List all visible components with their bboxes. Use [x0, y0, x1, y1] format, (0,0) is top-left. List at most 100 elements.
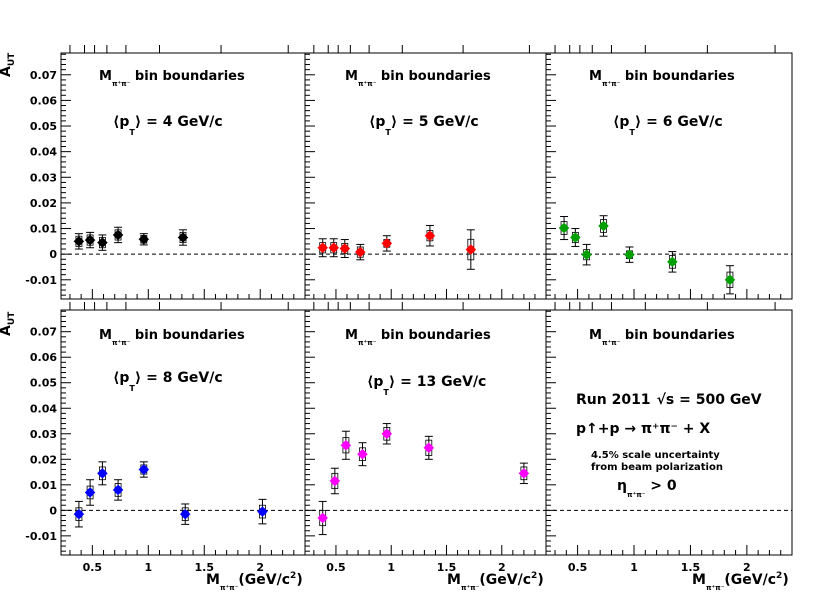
y-tick-label: 0 — [49, 248, 57, 261]
bin-boundaries-label-4: Mπ⁺π⁻ bin boundaries — [99, 328, 245, 347]
data-point — [138, 233, 150, 246]
data-point — [558, 215, 570, 241]
marker-core — [74, 237, 83, 246]
marker-core — [114, 230, 123, 239]
x-tick-label: 0.5 — [326, 561, 346, 574]
data-point — [581, 243, 592, 266]
marker-core — [139, 465, 148, 474]
pt-label-4: ⟨pT⟩ = 8 GeV/c — [113, 370, 223, 393]
marker-core — [356, 248, 365, 257]
y-axis-title-bottom: AUT — [0, 311, 17, 336]
data-point — [340, 430, 352, 460]
x-tick-label: 2 — [256, 561, 264, 574]
marker-core — [179, 233, 187, 242]
y-tick-label: 0.04 — [30, 402, 57, 415]
y-tick-label: -0.01 — [25, 274, 57, 287]
panel-1: -0.01 0 0.01 0.02 0.03 0.04 0.05 0.06 0.07 — [25, 45, 306, 300]
pt-label-5: ⟨pT⟩ = 13 GeV/c — [367, 374, 486, 397]
marker-core — [86, 236, 95, 245]
marker-core — [668, 257, 677, 266]
y-tick-label: 0 — [49, 504, 57, 517]
y-tick-label: 0.03 — [30, 171, 57, 184]
x-tick-label: 1.5 — [195, 561, 215, 574]
marker-core — [424, 443, 433, 452]
data-point — [138, 461, 150, 478]
data-point — [97, 461, 108, 486]
data-point — [354, 243, 366, 261]
data-point — [73, 233, 85, 250]
data-point — [381, 423, 393, 445]
data-point — [179, 503, 191, 525]
marker-core — [382, 429, 391, 438]
y-tick-label: 0.02 — [30, 197, 57, 210]
y-tick-label: 0.07 — [30, 326, 57, 339]
marker-core — [86, 488, 95, 497]
marker-core — [318, 243, 327, 252]
data-point — [339, 239, 351, 258]
data-point — [518, 462, 530, 485]
data-point — [329, 467, 341, 495]
data-point — [97, 234, 108, 251]
bin-boundaries-label-1: Mπ⁺π⁻ bin boundaries — [99, 69, 245, 88]
uncertainty-line-1: 4.5% scale uncertainty — [591, 450, 720, 461]
bin-boundaries-label-6: Mπ⁺π⁻ bin boundaries — [589, 328, 735, 347]
y-tick-label: 0.03 — [30, 428, 57, 441]
x-tick-label: 1.5 — [681, 561, 701, 574]
x-tick-label: 0.5 — [83, 561, 103, 574]
marker-core — [258, 507, 267, 516]
marker-core — [382, 239, 391, 248]
data-point — [381, 235, 393, 252]
y-tick-label: 0.06 — [30, 94, 57, 107]
y-tick-label: 0.01 — [30, 223, 57, 236]
bin-boundaries-label-3: Mπ⁺π⁻ bin boundaries — [589, 69, 735, 88]
data-point — [73, 500, 85, 528]
marker-core — [582, 250, 591, 259]
marker-core — [139, 235, 148, 244]
run-label: Run 2011 √s = 500 GeV — [576, 392, 762, 408]
x-tick-label: 1 — [387, 561, 395, 574]
data-point — [667, 251, 678, 273]
marker-core — [98, 469, 107, 478]
y-tick-label: 0.01 — [30, 479, 57, 492]
panel-4: -0.01 0 0.01 0.02 0.03 0.04 0.05 0.06 0.07 0.5 1 1.… — [25, 302, 306, 574]
data-point — [598, 215, 609, 237]
eta-cut-label: ηπ⁺π⁻ > 0 — [617, 478, 677, 499]
data-point — [465, 229, 477, 270]
data-point — [357, 442, 368, 467]
x-tick-label: 1 — [144, 561, 152, 574]
y-tick-label: 0.05 — [30, 120, 57, 133]
x-tick-label: 0.5 — [568, 561, 588, 574]
x-axis-title-1: Mπ⁺π⁻(GeV/c2) — [206, 571, 303, 592]
marker-core — [114, 485, 123, 494]
y-tick-label: 0.04 — [30, 146, 57, 159]
marker-core — [358, 450, 367, 459]
marker-core — [318, 513, 327, 522]
data-point — [624, 246, 635, 263]
y-tick-label: 0.05 — [30, 377, 57, 390]
panel-frame — [545, 52, 793, 300]
data-point — [177, 229, 189, 246]
marker-core — [725, 275, 734, 284]
y-tick-label: 0.06 — [30, 351, 57, 364]
panel-2 — [304, 45, 547, 300]
bin-boundaries-label-5: Mπ⁺π⁻ bin boundaries — [345, 328, 491, 347]
panel-frame — [545, 309, 793, 556]
marker-core — [98, 238, 107, 247]
x-tick-label: 1 — [630, 561, 638, 574]
data-point — [112, 226, 124, 244]
marker-core — [625, 250, 634, 259]
marker-core — [341, 441, 350, 450]
panel-3 — [545, 45, 793, 300]
data-point — [257, 498, 268, 525]
marker-core — [425, 231, 434, 240]
pt-label-2: ⟨pT⟩ = 5 GeV/c — [369, 114, 479, 137]
x-tick-label: 2 — [743, 561, 751, 574]
data-point — [569, 228, 581, 247]
y-tick-label: -0.01 — [25, 530, 57, 543]
x-axis-title-2: Mπ⁺π⁻(GeV/c2) — [447, 571, 544, 592]
panel-6: 0.5 1 1.5 2 — [545, 302, 793, 574]
pt-label-3: ⟨pT⟩ = 6 GeV/c — [613, 114, 723, 137]
pt-label-1: ⟨pT⟩ = 4 GeV/c — [113, 114, 223, 137]
bin-boundaries-label-2: Mπ⁺π⁻ bin boundaries — [345, 69, 491, 88]
